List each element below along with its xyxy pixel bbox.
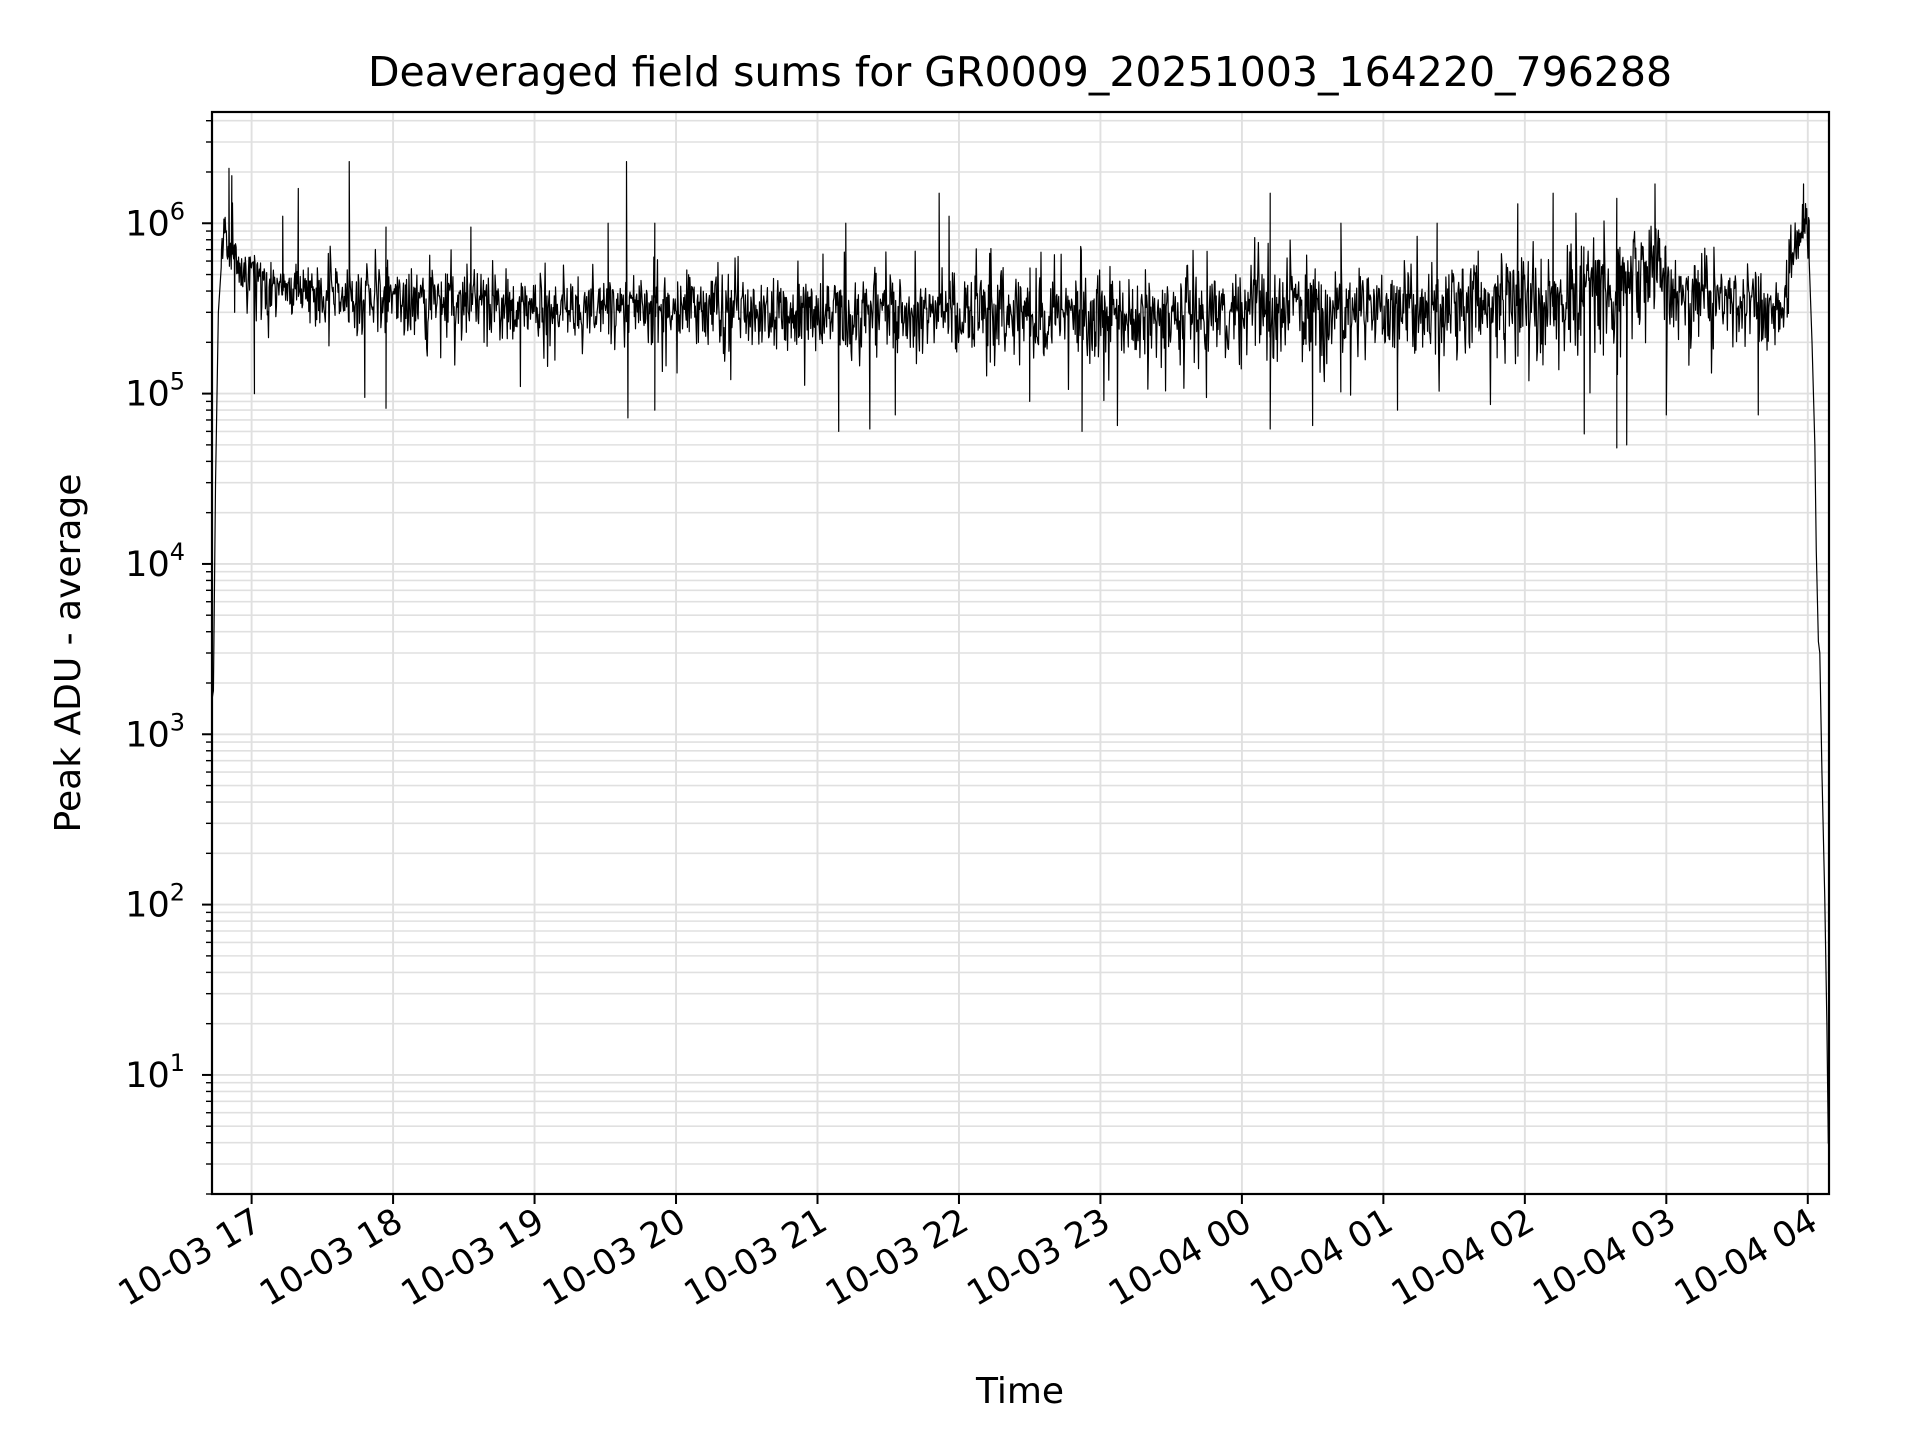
y-tick-exponent: 4 xyxy=(170,538,185,566)
minor-y-gridlines xyxy=(212,119,1829,1195)
y-tick-label: 106 xyxy=(125,197,185,244)
y-tick-label: 102 xyxy=(125,879,185,926)
y-tick-exponent: 3 xyxy=(170,708,185,736)
y-tick-label: 101 xyxy=(125,1049,185,1096)
y-tick-label: 103 xyxy=(125,708,185,755)
major-y-gridlines xyxy=(212,222,1829,1076)
y-tick-base: 10 xyxy=(125,886,170,926)
y-tick-label: 104 xyxy=(125,538,185,585)
y-tick-base: 10 xyxy=(125,204,170,244)
chart-title: Deaveraged field sums for GR0009_2025100… xyxy=(368,48,1672,96)
y-tick-base: 10 xyxy=(125,375,170,415)
y-tick-label: 105 xyxy=(125,368,185,415)
y-tick-exponent: 6 xyxy=(170,197,185,225)
x-axis-label: Time xyxy=(975,1371,1064,1412)
y-tick-base: 10 xyxy=(125,545,170,585)
series-line xyxy=(212,161,1829,1147)
y-tick-base: 10 xyxy=(125,1056,170,1096)
y-tick-exponent: 1 xyxy=(170,1049,185,1077)
y-tick-exponent: 2 xyxy=(170,879,185,907)
y-tick-base: 10 xyxy=(125,715,170,755)
y-tick-exponent: 5 xyxy=(170,368,185,396)
y-axis-label: Peak ADU - average xyxy=(48,474,89,833)
